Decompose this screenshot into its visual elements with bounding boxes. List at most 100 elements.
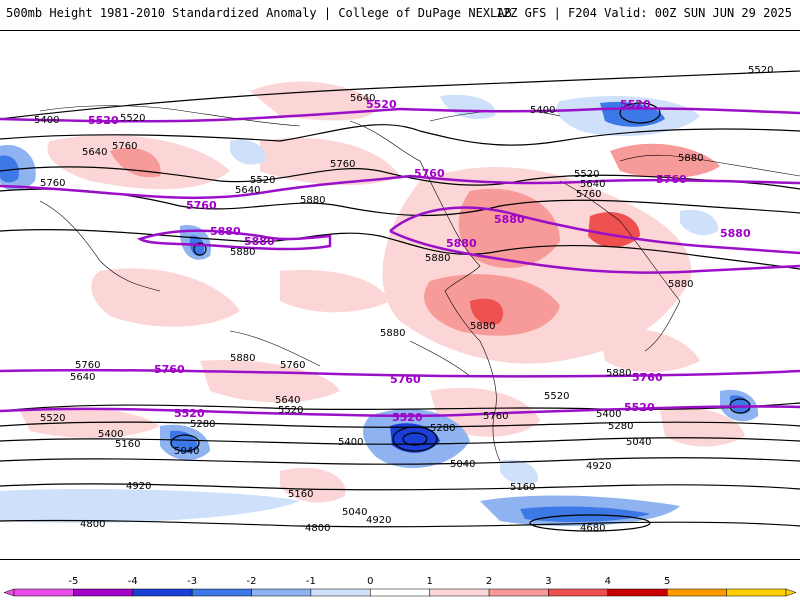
contour-label: 5280 [608,421,633,432]
contour-label: 5160 [510,482,535,493]
contour-label: 5520 [120,113,145,124]
climo-labels: 5520 5520 5760 5760 5880 5880 5760 5880 … [88,98,751,424]
contour-label: 4920 [366,515,391,526]
colorbar-right-arrow [785,588,797,597]
climo-label: 5880 [446,237,477,250]
climo-label: 5760 [154,363,185,376]
climo-label: 5520 [88,114,119,127]
contour-label: 5880 [230,247,255,258]
climo-label: 5520 [620,98,651,111]
contour-label: 5880 [380,328,405,339]
colorbar-tick-label: -1 [306,576,316,587]
contour-labels: 5520 5400 5520 5640 5760 5640 5760 5520 … [34,65,773,534]
contour-label: 4800 [80,519,105,530]
contour-label: 5040 [342,507,367,518]
contour-label: 5040 [450,459,475,470]
contour-label: 4920 [586,461,611,472]
colorbar-tick-label: 0 [367,576,373,587]
colorbar-canvas: -5 -4 -3 -2 -1 0 1 2 3 4 5 [3,576,797,597]
colorbar-swatch [429,588,490,597]
contour-label: 5760 [280,360,305,371]
colorbar-swatch [191,588,252,597]
contour-label: 5760 [75,360,100,371]
contour-label: 4920 [126,481,151,492]
contour-label: 5040 [626,437,651,448]
contour-label: 5640 [275,395,300,406]
contour-label: 5880 [230,353,255,364]
colorbar-tick-label: -4 [128,576,138,587]
climo-label: 5760 [186,199,217,212]
colorbar-swatch [607,588,668,597]
contour-label: 5880 [470,321,495,332]
contour-label: 5520 [574,169,599,180]
climo-label: 5520 [624,401,655,414]
climo-label: 5880 [244,235,275,248]
contour-label: 5400 [98,429,123,440]
anomaly-map[interactable]: 5520 5400 5520 5640 5760 5640 5760 5520 … [0,30,800,560]
colorbar-swatch [666,588,727,597]
contour-label: 5640 [350,93,375,104]
contour-label: 5400 [338,437,363,448]
colorbar-swatch [726,588,787,597]
contour-label: 5520 [278,405,303,416]
map-canvas: 5520 5400 5520 5640 5760 5640 5760 5520 … [0,65,800,534]
climo-label: 5880 [210,225,241,238]
climo-label: 5880 [720,227,751,240]
contour-label: 5880 [668,279,693,290]
contour-label: 5160 [288,489,313,500]
colorbar-swatch [73,588,134,597]
climo-label: 5520 [366,98,397,111]
contour-label: 5880 [678,153,703,164]
contour-label: 5520 [250,175,275,186]
contour-label: 5880 [300,195,325,206]
contour-label: 5280 [430,423,455,434]
colorbar-tick-label: 3 [545,576,551,587]
colorbar-swatch [370,588,430,597]
colorbar-tick-label: 5 [664,576,670,587]
climo-label: 5760 [414,167,445,180]
contour-label: 4800 [305,523,330,534]
colorbar: -5 -4 -3 -2 -1 0 1 2 3 4 5 [0,570,800,600]
coastlines [39,105,800,462]
colorbar-swatch [251,588,312,597]
contour-label: 5400 [34,115,59,126]
colorbar-tick-label: -5 [68,576,78,587]
contour-label: 5160 [115,439,140,450]
colorbar-tick-label: 2 [486,576,492,587]
climatology-contours [0,107,800,418]
colorbar-swatch [132,588,193,597]
colorbar-swatch [13,588,74,597]
climo-label: 5880 [494,213,525,226]
colorbar-swatch [488,588,549,597]
contour-label: 5760 [576,189,601,200]
colorbar-tick-label: 4 [605,576,611,587]
colorbar-swatch [310,588,371,597]
colorbar-tick-label: -3 [187,576,197,587]
contour-label: 5520 [544,391,569,402]
contour-label: 5280 [190,419,215,430]
colorbar-swatches [3,588,797,597]
contour-label: 5640 [235,185,260,196]
contour-label: 5640 [580,179,605,190]
contour-label: 5400 [530,105,555,116]
colorbar-ticks: -5 -4 -3 -2 -1 0 1 2 3 4 5 [68,576,670,587]
contour-label: 5640 [70,372,95,383]
contour-label: 5760 [40,178,65,189]
header: 500mb Height 1981-2010 Standardized Anom… [0,0,800,24]
run-info: 12Z GFS | F204 Valid: 00Z SUN JUN 29 202… [495,6,792,20]
contour-label: 4680 [580,523,605,534]
contour-label: 5520 [748,65,773,76]
climo-label: 5520 [392,411,423,424]
colorbar-swatch [548,588,609,597]
colorbar-tick-label: 1 [427,576,433,587]
climo-label: 5760 [390,373,421,386]
colorbar-tick-label: -2 [247,576,257,587]
contour-label: 5760 [330,159,355,170]
contour-label: 5520 [40,413,65,424]
contour-label: 5880 [425,253,450,264]
map-title: 500mb Height 1981-2010 Standardized Anom… [6,6,512,20]
colorbar-left-arrow [3,588,15,597]
contour-label: 5760 [483,411,508,422]
contour-label: 5760 [112,141,137,152]
contour-label: 5400 [596,409,621,420]
